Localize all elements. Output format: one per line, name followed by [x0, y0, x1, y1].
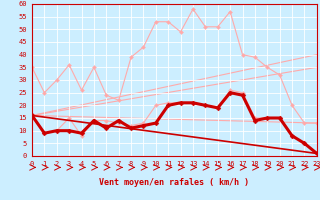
- X-axis label: Vent moyen/en rafales ( km/h ): Vent moyen/en rafales ( km/h ): [100, 178, 249, 187]
